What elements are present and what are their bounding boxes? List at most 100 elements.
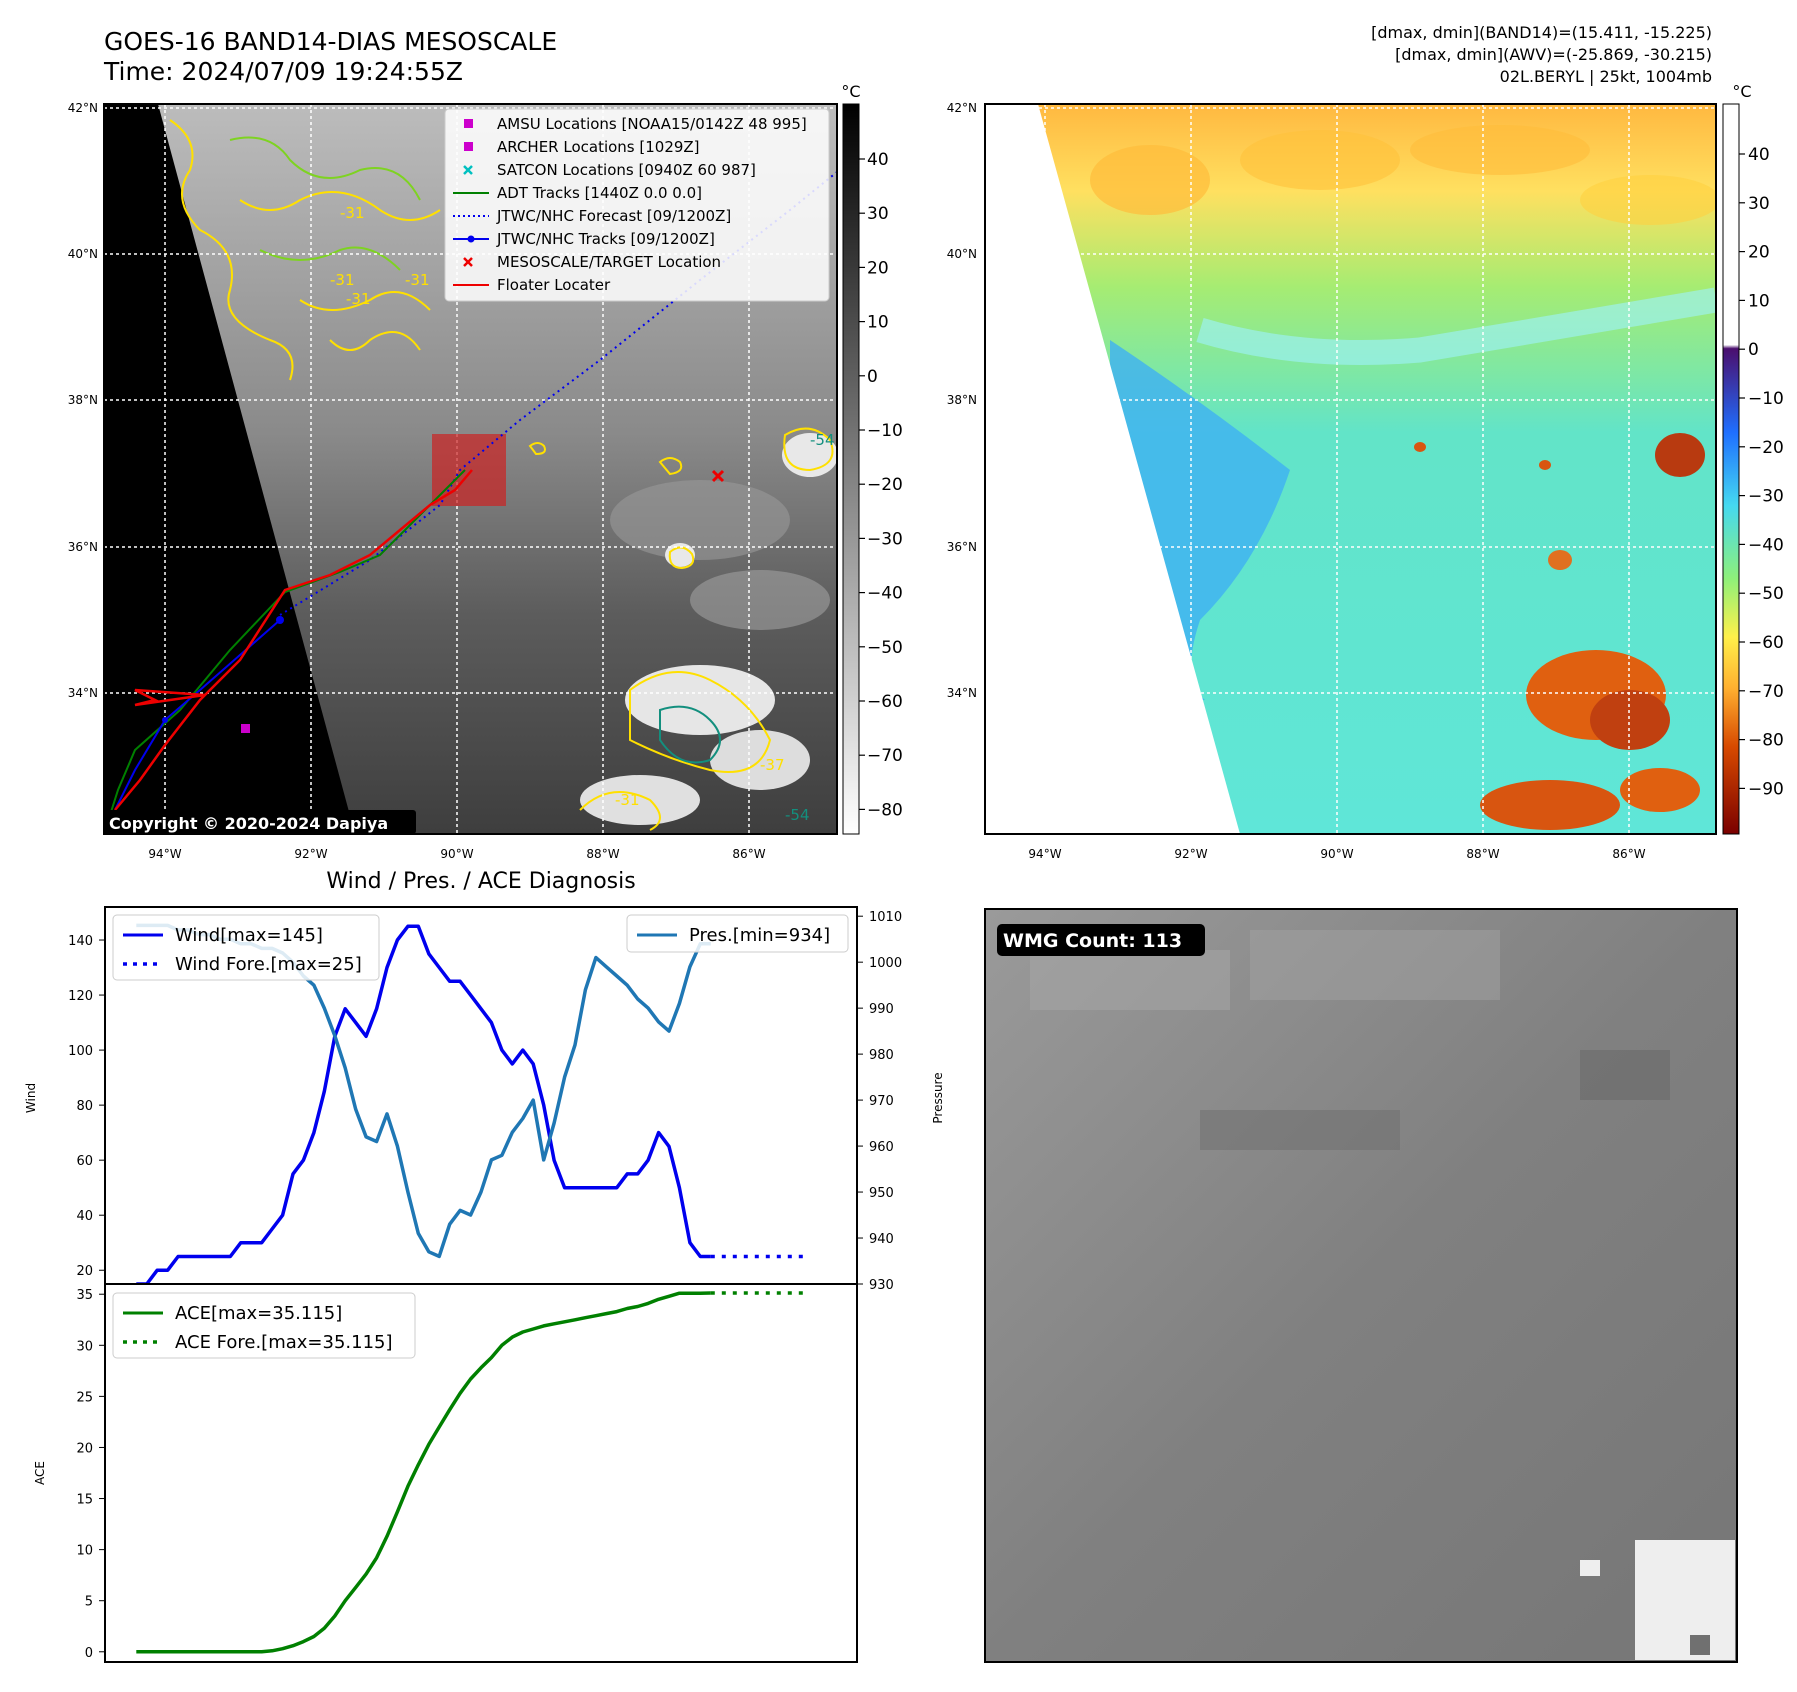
floater-track xyxy=(114,469,473,811)
ace-tick-label: 35 xyxy=(76,1288,93,1303)
colorbar-tick-label: 40 xyxy=(867,150,889,170)
wmg-panel: WMG Count: 113 xyxy=(984,908,1738,1663)
lat-label: 42°N xyxy=(947,101,977,115)
wind-legend: Wind[max=145] Wind Fore.[max=25] xyxy=(112,914,380,981)
legend-label: SATCON Locations [0940Z 60 987] xyxy=(497,161,756,179)
lon-label: 94°W xyxy=(1028,847,1061,861)
diagnosis-title: Wind / Pres. / ACE Diagnosis xyxy=(326,869,635,894)
wmg-image xyxy=(985,909,1737,1662)
square-marker-icon xyxy=(464,142,473,151)
contour-label: -31 xyxy=(330,271,355,289)
pressure-tick-label: 1000 xyxy=(869,956,902,971)
pressure-tick-label: 970 xyxy=(869,1094,894,1109)
lat-label: 42°N xyxy=(68,101,98,115)
colorbar-tick-label: 0 xyxy=(1748,340,1759,360)
legend-pressure: Pres.[min=934] xyxy=(689,925,830,946)
right-colorbar-unit: °C xyxy=(1732,82,1751,101)
colorbar-tick-label: −10 xyxy=(867,421,903,441)
pressure-tick-label: 930 xyxy=(869,1278,894,1293)
wind-tick-label: 140 xyxy=(68,934,93,949)
wind-tick-label: 60 xyxy=(76,1154,93,1169)
lat-label: 34°N xyxy=(68,686,98,700)
wind-axis-label: Wind xyxy=(24,1083,38,1113)
ace-axis-label: ACE xyxy=(33,1461,47,1485)
legend-row: Floater Locater xyxy=(453,276,611,294)
lon-label: 90°W xyxy=(440,847,473,861)
mesoscale-box xyxy=(432,434,506,506)
square-marker-icon xyxy=(464,119,473,128)
colorbar-tick-label: −40 xyxy=(867,584,903,604)
contour-label: -31 xyxy=(615,791,640,809)
convective-cloud xyxy=(625,665,775,735)
colorbar-tick-label: 20 xyxy=(1748,243,1770,263)
colorbar-tick-label: −70 xyxy=(1748,682,1784,702)
colorbar-tick-label: 40 xyxy=(1748,145,1770,165)
colorbar-tick-label: −50 xyxy=(867,638,903,658)
pressure-tick-label: 950 xyxy=(869,1186,894,1201)
pressure-tick-label: 990 xyxy=(869,1002,894,1017)
lat-label: 36°N xyxy=(68,540,98,554)
contour-label: -31 xyxy=(346,290,371,308)
wind-tick-label: 80 xyxy=(76,1099,93,1114)
colorbar-tick-label: −40 xyxy=(1748,535,1784,555)
jtwc-track-point xyxy=(276,616,284,624)
wind-pressure-plot: Wind Pressure 20 40 60 80 100 120 140 930 940 95… xyxy=(24,906,945,1293)
colorbar-tick-label: 0 xyxy=(867,367,878,387)
legend-row: ADT Tracks [1440Z 0.0 0.0] xyxy=(453,184,702,202)
figure-time: Time: 2024/07/09 19:24:55Z xyxy=(103,57,463,86)
legend-row: MESOSCALE/TARGET Location xyxy=(463,253,721,271)
series-line-0 xyxy=(136,924,711,1284)
contour-label: -31 xyxy=(340,204,365,222)
target-marker xyxy=(711,469,725,483)
contour-label: -54 xyxy=(785,806,810,824)
ace-plot: ACE 0 5 10 15 20 25 30 35 ACE[max=35.115] ACE F… xyxy=(33,1283,858,1663)
ace-tick-label: 5 xyxy=(85,1595,93,1610)
map-legend: AMSU Locations [NOAA15/0142Z 48 995] ARCH… xyxy=(444,108,830,302)
wind-tick-label: 100 xyxy=(68,1044,93,1059)
ace-tick-label: 20 xyxy=(76,1441,93,1456)
wmg-count: WMG Count: 113 xyxy=(1003,930,1182,952)
lon-label: 88°W xyxy=(1466,847,1499,861)
contour-label: -31 xyxy=(405,271,430,289)
right-map-frame xyxy=(984,103,1717,835)
colorbar-tick-label: −60 xyxy=(867,692,903,712)
pressure-tick-label: 940 xyxy=(869,1232,894,1247)
info-band14: [dmax, dmin](BAND14)=(15.411, -15.225) xyxy=(1371,23,1712,42)
left-colorbar xyxy=(842,103,860,835)
colorbar-tick-label: −80 xyxy=(867,800,903,820)
legend-label: ADT Tracks [1440Z 0.0 0.0] xyxy=(497,184,702,202)
lat-label: 38°N xyxy=(947,393,977,407)
info-storm: 02L.BERYL | 25kt, 1004mb xyxy=(1500,67,1712,86)
colorbar-tick-label: −70 xyxy=(867,746,903,766)
adt-track xyxy=(104,469,466,834)
legend-row: JTWC/NHC Tracks [09/1200Z] xyxy=(453,230,715,248)
lat-label: 40°N xyxy=(947,247,977,261)
pressure-axis-label: Pressure xyxy=(931,1072,945,1123)
lon-label: 92°W xyxy=(1174,847,1207,861)
colorbar-tick-label: −20 xyxy=(1748,438,1784,458)
legend-row: ARCHER Locations [1029Z] xyxy=(464,138,700,156)
contour-label: -37 xyxy=(760,756,785,774)
lat-label: 40°N xyxy=(68,247,98,261)
legend-row: AMSU Locations [NOAA15/0142Z 48 995] xyxy=(464,115,807,133)
colorbar-tick-label: 30 xyxy=(1748,194,1770,214)
lat-label: 36°N xyxy=(947,540,977,554)
colorbar-tick-label: 10 xyxy=(1748,291,1770,311)
legend-row: JTWC/NHC Forecast [09/1200Z] xyxy=(453,207,731,225)
legend-ace: ACE[max=35.115] xyxy=(175,1303,342,1324)
ace-tick-label: 10 xyxy=(76,1544,93,1559)
lon-label: 94°W xyxy=(148,847,181,861)
lon-label: 88°W xyxy=(586,847,619,861)
lat-label: 38°N xyxy=(68,393,98,407)
ace-tick-label: 15 xyxy=(76,1493,93,1508)
no-data-region xyxy=(985,104,1240,834)
ace-legend: ACE[max=35.115] ACE Fore.[max=35.115] xyxy=(112,1292,416,1359)
pressure-tick-label: 960 xyxy=(869,1140,894,1155)
forecast-track xyxy=(279,171,837,616)
left-colorbar-unit: °C xyxy=(841,82,860,101)
pressure-tick-label: 1010 xyxy=(869,910,902,925)
colorbar-tick-label: −60 xyxy=(1748,633,1784,653)
colorbar-tick-label: 20 xyxy=(867,258,889,278)
legend-label: ARCHER Locations [1029Z] xyxy=(497,138,700,156)
